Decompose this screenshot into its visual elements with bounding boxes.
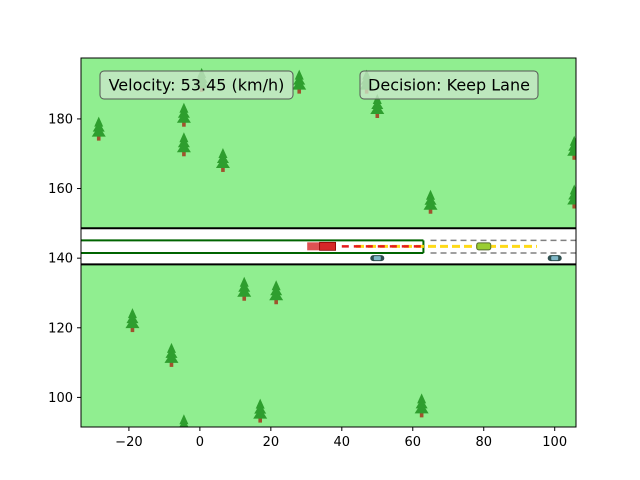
- other-vehicle-window: [373, 256, 381, 261]
- x-tick-label: 100: [542, 435, 567, 450]
- tree-trunk: [169, 361, 174, 367]
- axis-ticks: −20 0 20 40 60 80 100 100 120 140 160 180: [48, 112, 567, 450]
- scene-layer: [81, 67, 576, 438]
- y-tick-label: 180: [48, 112, 73, 127]
- x-tick-label: 0: [196, 435, 204, 450]
- x-tick-label: 20: [263, 435, 280, 450]
- tree-foliage-top: [127, 308, 137, 319]
- x-tick-label: 60: [405, 435, 422, 450]
- tree-foliage-top: [166, 342, 176, 353]
- other-vehicle-0: [370, 255, 385, 262]
- tree-16: [179, 414, 189, 438]
- tree-trunk: [221, 166, 225, 172]
- tree-foliage-top: [271, 280, 281, 291]
- tree-trunk: [130, 327, 135, 333]
- tree-15: [253, 398, 268, 423]
- tree-foliage-top: [426, 189, 436, 200]
- decision-readout: Decision: Keep Lane: [368, 76, 530, 95]
- ego-trail-0: [307, 242, 324, 251]
- other-vehicle-window: [551, 256, 559, 261]
- tree-trunk: [182, 121, 186, 127]
- tree-trunk: [274, 299, 278, 305]
- tree-foliage-top: [255, 398, 265, 409]
- tree-foliage-top: [239, 276, 249, 287]
- tree-8: [567, 135, 576, 160]
- tree-trunk: [96, 135, 101, 141]
- other-vehicle-1: [547, 255, 562, 262]
- tree-trunk: [375, 112, 380, 118]
- tree-foliage-top: [569, 184, 576, 195]
- tree-4: [176, 102, 191, 127]
- tree-trunk: [182, 151, 186, 157]
- tree-12: [269, 280, 284, 305]
- tree-2: [292, 69, 307, 94]
- tree-foliage-top: [218, 147, 228, 158]
- y-tick-label: 140: [48, 252, 73, 267]
- tree-trunk: [182, 433, 186, 438]
- tree-trunk: [572, 154, 576, 160]
- tree-trunk: [297, 88, 302, 94]
- velocity-box: Velocity: 53.45 (km/h): [99, 70, 294, 100]
- decision-box-bg: [359, 70, 539, 100]
- tree-trunk: [419, 412, 424, 418]
- tree-9: [423, 189, 438, 214]
- tree-7: [215, 147, 230, 172]
- tree-11: [237, 276, 252, 301]
- tree-13: [125, 308, 140, 333]
- y-tick-label: 160: [48, 182, 73, 197]
- tree-foliage-top: [294, 69, 304, 80]
- y-tick-label: 120: [48, 321, 73, 336]
- decision-box: Decision: Keep Lane: [359, 70, 539, 100]
- tree-foliage-top: [417, 393, 427, 404]
- velocity-readout: Velocity: 53.45 (km/h): [109, 76, 285, 95]
- tree-foliage-top: [179, 102, 189, 113]
- axes-frame: [80, 57, 577, 428]
- y-tick-label: 100: [48, 391, 73, 406]
- tree-trunk: [428, 208, 433, 214]
- tree-14: [164, 342, 179, 367]
- tree-6: [176, 132, 191, 157]
- tree-trunk: [242, 295, 247, 301]
- x-tick-label: −20: [115, 435, 142, 450]
- tree-trunk: [258, 417, 262, 423]
- velocity-box-bg: [99, 70, 294, 100]
- tree-10: [567, 184, 576, 209]
- tree-foliage-top: [179, 132, 189, 143]
- x-tick-label: 80: [475, 435, 492, 450]
- tree-foliage-top: [569, 135, 576, 146]
- lead-vehicle: [476, 242, 492, 251]
- tree-0: [91, 116, 106, 141]
- tree-trunk: [572, 203, 576, 209]
- tree-foliage-top: [94, 116, 104, 127]
- tree-17: [414, 393, 429, 418]
- tree-foliage-top: [179, 414, 189, 425]
- x-tick-label: 40: [334, 435, 351, 450]
- ego-vehicle: [319, 241, 337, 251]
